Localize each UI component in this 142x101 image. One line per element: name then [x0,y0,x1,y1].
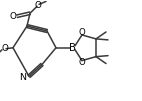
Text: O: O [10,12,16,21]
Text: O: O [79,58,85,67]
Text: O: O [2,44,8,53]
Text: N: N [19,73,26,82]
Text: O: O [79,28,85,37]
Text: B: B [68,43,76,53]
Text: O: O [35,1,41,10]
